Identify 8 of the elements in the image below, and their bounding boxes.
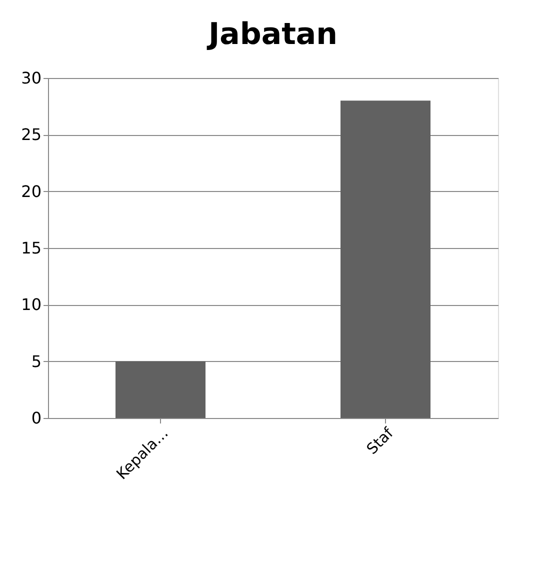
- y-tick-label: 15: [21, 238, 42, 258]
- y-tick-label: 20: [21, 182, 42, 201]
- y-tick-label: 10: [21, 295, 42, 314]
- chart-title: Jabatan: [206, 17, 338, 52]
- y-tick-label: 25: [21, 125, 42, 144]
- y-tick-label: 5: [31, 352, 42, 371]
- y-tick-label: 0: [31, 408, 42, 428]
- y-tick-label: 30: [21, 68, 42, 88]
